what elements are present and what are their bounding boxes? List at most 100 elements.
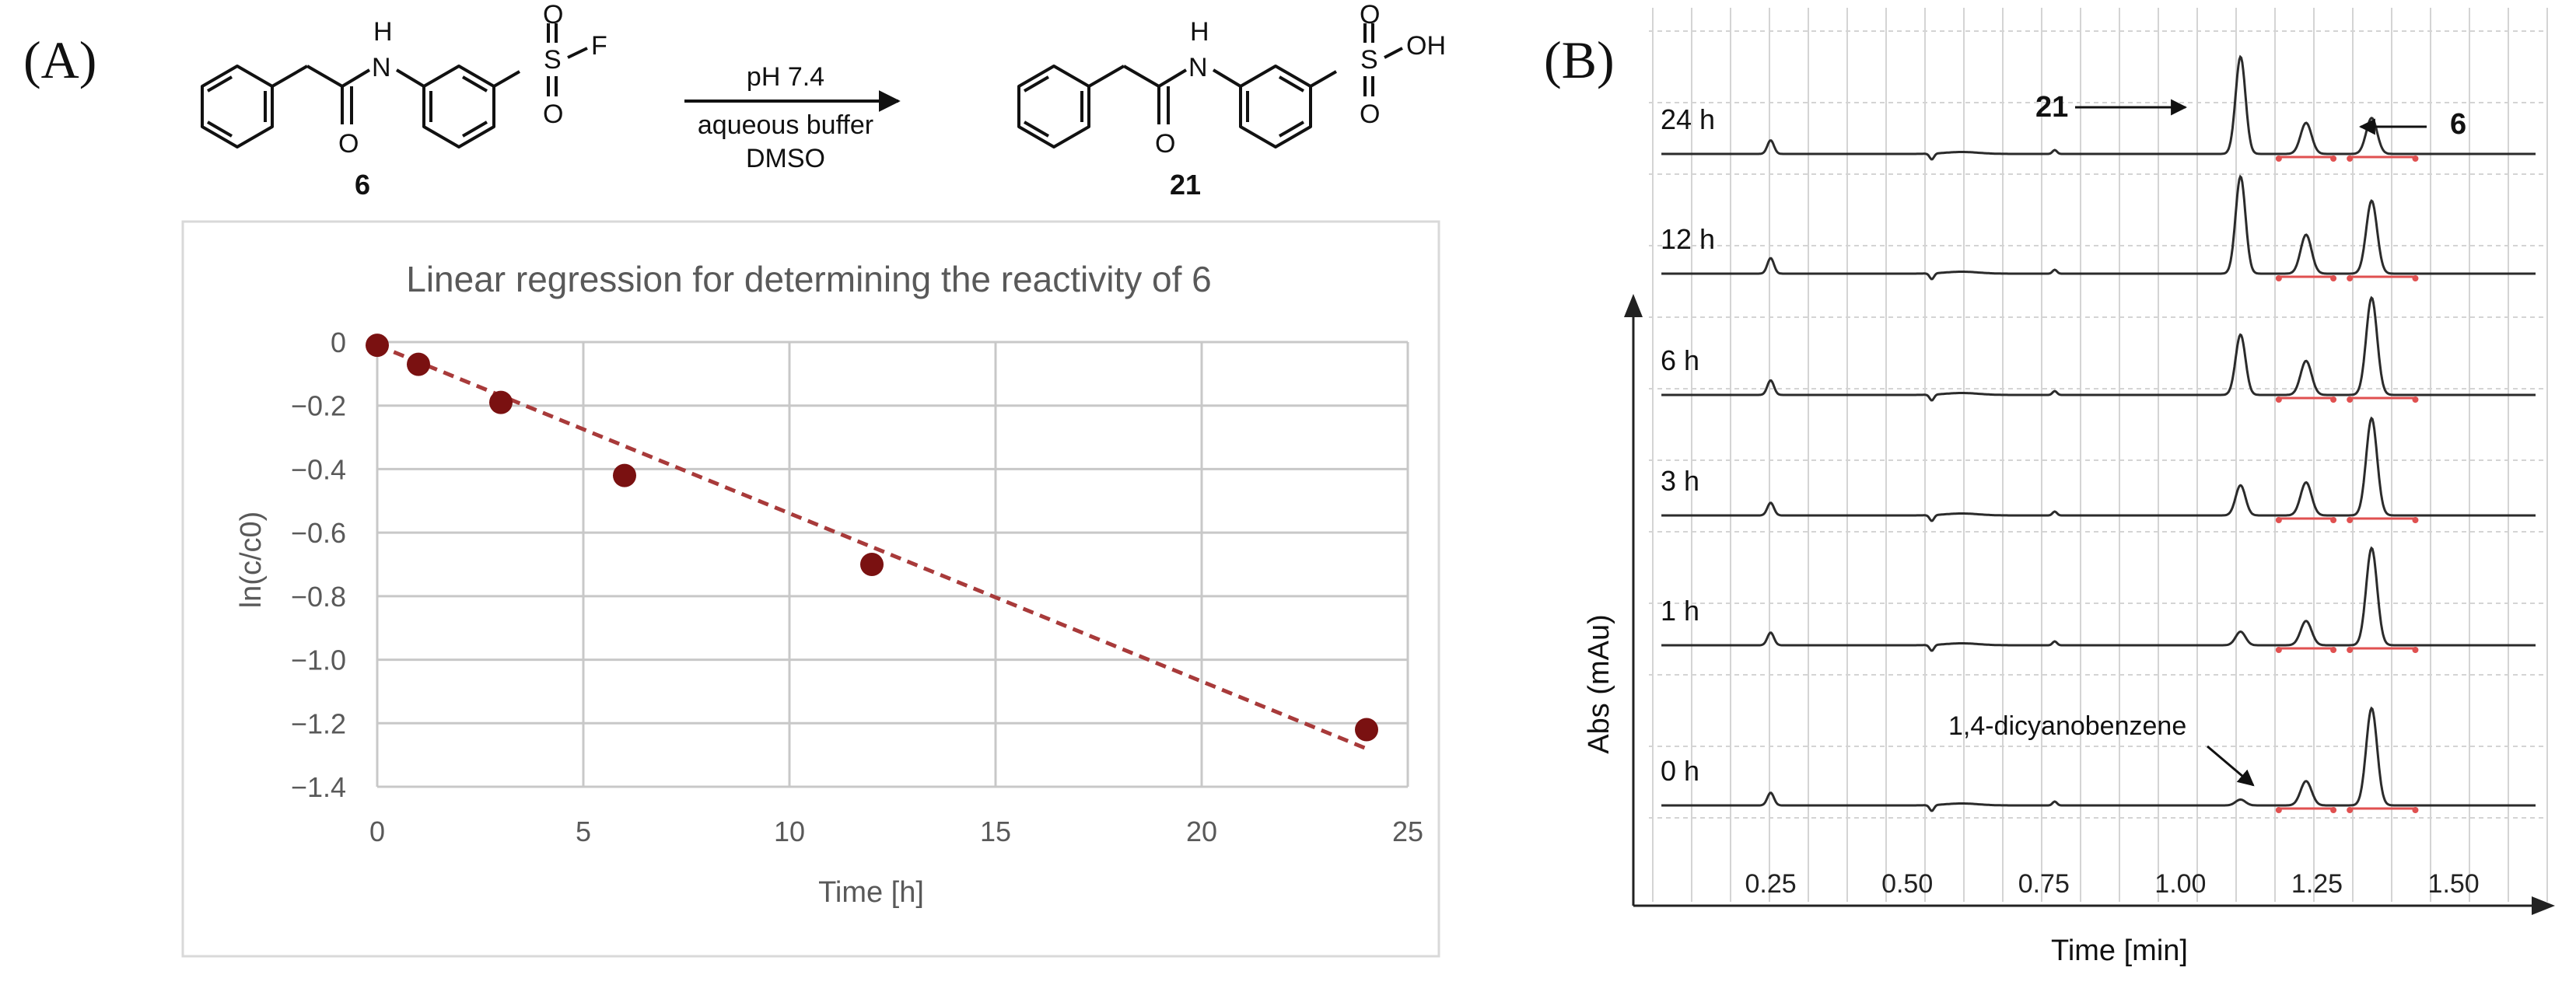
chart-a-data-point (613, 463, 636, 487)
chart-a-x-tick-label: 5 (576, 816, 591, 847)
integration-marker (2412, 275, 2419, 281)
reactant-atom-n: N (372, 53, 391, 82)
chart-b-x-arrowhead (2532, 896, 2555, 915)
chromatogram-trace (1661, 174, 2536, 281)
chart-b-y-arrowhead (1624, 294, 1643, 317)
product-atom-s: S (1360, 45, 1378, 75)
chart-b-x-tick-label: 1.25 (2291, 869, 2343, 899)
reactant-carbonyl-o: O (338, 129, 359, 159)
chart-b-grid (1649, 8, 2548, 902)
chromatogram-trace (1661, 546, 2536, 652)
reactant-atom-h: H (373, 17, 393, 47)
integration-marker (2347, 647, 2354, 653)
integration-marker (2275, 396, 2282, 403)
chromatogram-trace (1661, 706, 2536, 812)
chart-a-y-tick-label: −0.2 (291, 390, 346, 422)
integration-marker (2412, 647, 2419, 653)
chart-b-traces: 24 h 12 h 6 h 3 h 1 h 0 h (1661, 54, 2536, 813)
chart-a-x-tick-label: 25 (1392, 816, 1423, 847)
chromatogram-trace (1661, 416, 2536, 522)
reactant-atom-o2: O (543, 100, 563, 129)
integration-marker (2330, 275, 2337, 281)
chart-a-y-tick-label: −0.6 (291, 517, 346, 549)
product-atom-h: H (1190, 17, 1209, 47)
integration-marker (2330, 647, 2337, 653)
chart-b-x-axis-label: Time [min] (2051, 934, 2188, 967)
chart-a-y-tick-label: −0.4 (291, 453, 346, 485)
trace-label: 12 h (1661, 223, 1715, 255)
chart-a-y-tick-label: −0.8 (291, 581, 346, 613)
chart-a-y-tick-label: −1.0 (291, 644, 346, 676)
integration-marker (2412, 155, 2419, 162)
annotation-6: 6 (2450, 108, 2466, 141)
product-atom-oh: OH (1406, 31, 1446, 61)
integration-marker (2330, 517, 2337, 523)
trace-label: 1 h (1661, 595, 1699, 627)
integration-marker (2347, 396, 2354, 403)
product-atom-n: N (1188, 53, 1208, 82)
integration-marker (2330, 396, 2337, 403)
chart-a-x-tick-label: 0 (369, 816, 385, 847)
chart-a-title: Linear regression for determining the re… (406, 259, 1212, 299)
reaction-scheme (201, 23, 1403, 148)
annotation-dicyanobenzene-arrow (2207, 745, 2255, 787)
integration-marker (2275, 275, 2282, 281)
chart-b-x-tick-label: 0.50 (1881, 869, 1933, 899)
chart-b-axes (1624, 294, 2555, 915)
chart-a-x-axis-label: Time [h] (818, 876, 924, 909)
reactant-atom-f: F (591, 31, 607, 61)
trace-label: 24 h (1661, 103, 1715, 135)
product-label: 21 (1170, 169, 1201, 201)
chart-b-tick-labels: 0.25 0.50 0.75 1.00 1.25 1.50 (1745, 869, 2479, 899)
chart-a-marks (366, 334, 1378, 751)
reactant-atom-o1: O (543, 0, 563, 30)
chart-b-x-tick-label: 1.50 (2428, 869, 2480, 899)
chart-a-y-axis-label: ln(c/c0) (235, 512, 268, 609)
integration-marker (2330, 807, 2337, 813)
reactant-structure (201, 23, 588, 148)
integration-marker (2347, 155, 2354, 162)
chart-a-tick-labels: 0 −0.2 −0.4 −0.6 −0.8 −1.0 −1.2 −1.4 0 5 10 15 20 25 (291, 327, 1423, 847)
integration-marker (2412, 396, 2419, 403)
chart-a-grid (376, 341, 1409, 788)
integration-marker (2347, 807, 2354, 813)
chart-a-data-point (489, 390, 513, 414)
reactant-atom-s: S (544, 45, 562, 75)
chart-b-y-axis-label: Abs (mAu) (1583, 614, 1615, 753)
chart-a-x-tick-label: 15 (980, 816, 1011, 847)
condition-line-2: aqueous buffer (698, 110, 873, 140)
chart-b-x-tick-label: 1.00 (2154, 869, 2206, 899)
chart-b-x-tick-label: 0.25 (1745, 869, 1796, 899)
chart-a-y-tick-label: −1.4 (291, 771, 346, 803)
panel-label-a: (A) (23, 30, 96, 89)
product-structure (1017, 23, 1403, 148)
chart-a-data-point (1355, 718, 1378, 742)
chart-a-data-point (407, 352, 430, 376)
integration-marker (2330, 155, 2337, 162)
integration-marker (2275, 517, 2282, 523)
condition-line-3: DMSO (746, 144, 825, 173)
chart-a-y-tick-label: 0 (331, 327, 346, 358)
integration-marker (2275, 155, 2282, 162)
chart-a-data-point (366, 334, 389, 358)
chart-a-x-tick-label: 20 (1186, 816, 1217, 847)
integration-marker (2275, 807, 2282, 813)
product-carbonyl-o: O (1155, 129, 1175, 159)
chart-a-x-tick-label: 10 (774, 816, 805, 847)
annotation-21: 21 (2035, 91, 2068, 124)
integration-marker (2412, 517, 2419, 523)
chart-a-frame (181, 220, 1440, 958)
reactant-label: 6 (355, 169, 370, 201)
integration-marker (2347, 517, 2354, 523)
integration-marker (2347, 275, 2354, 281)
chart-b-x-tick-label: 0.75 (2018, 869, 2070, 899)
trace-label: 6 h (1661, 344, 1699, 376)
chart-a-data-point (860, 553, 884, 576)
trace-label: 3 h (1661, 465, 1699, 497)
trace-label: 0 h (1661, 755, 1699, 787)
condition-line-1: pH 7.4 (747, 62, 824, 92)
integration-marker (2412, 807, 2419, 813)
annotation-dicyanobenzene: 1,4-dicyanobenzene (1948, 711, 2186, 741)
chart-a-y-tick-label: −1.2 (291, 707, 346, 739)
